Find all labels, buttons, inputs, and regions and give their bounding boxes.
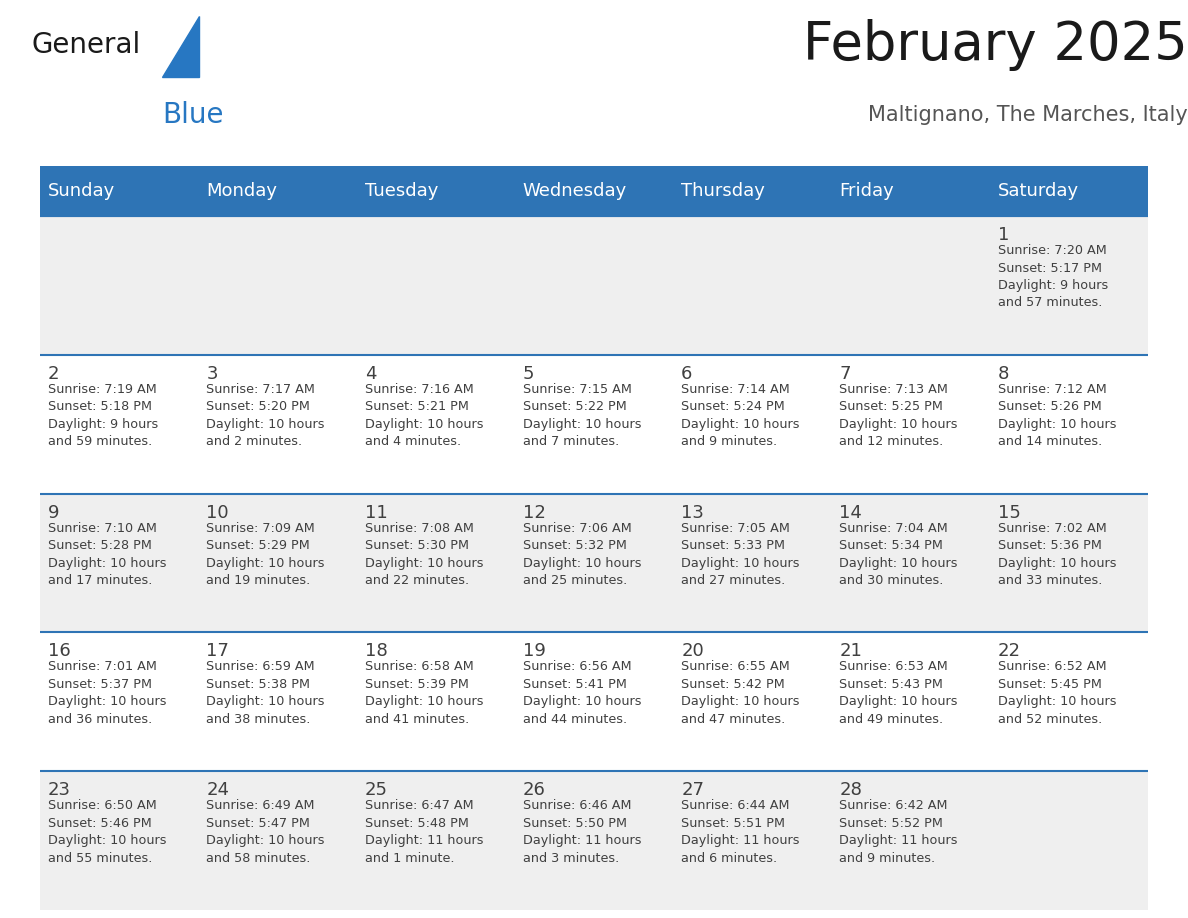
Text: Wednesday: Wednesday	[523, 182, 627, 200]
Text: 24: 24	[207, 781, 229, 800]
Bar	[40, 216, 1148, 354]
Text: 17: 17	[207, 643, 229, 660]
Text: Sunrise: 6:58 AM
Sunset: 5:39 PM
Daylight: 10 hours
and 41 minutes.: Sunrise: 6:58 AM Sunset: 5:39 PM Dayligh…	[365, 660, 484, 726]
Bar	[40, 166, 1148, 216]
Text: Sunrise: 6:47 AM
Sunset: 5:48 PM
Daylight: 11 hours
and 1 minute.: Sunrise: 6:47 AM Sunset: 5:48 PM Dayligh…	[365, 800, 484, 865]
Text: 27: 27	[681, 781, 704, 800]
Text: 4: 4	[365, 364, 377, 383]
Text: Sunrise: 6:52 AM
Sunset: 5:45 PM
Daylight: 10 hours
and 52 minutes.: Sunrise: 6:52 AM Sunset: 5:45 PM Dayligh…	[998, 660, 1117, 726]
Text: Sunrise: 7:20 AM
Sunset: 5:17 PM
Daylight: 9 hours
and 57 minutes.: Sunrise: 7:20 AM Sunset: 5:17 PM Dayligh…	[998, 244, 1108, 309]
Text: 2: 2	[48, 364, 59, 383]
Bar	[40, 633, 1148, 771]
Text: 18: 18	[365, 643, 387, 660]
Text: February 2025: February 2025	[803, 18, 1188, 71]
Text: Sunrise: 7:13 AM
Sunset: 5:25 PM
Daylight: 10 hours
and 12 minutes.: Sunrise: 7:13 AM Sunset: 5:25 PM Dayligh…	[840, 383, 958, 448]
Text: Sunrise: 6:49 AM
Sunset: 5:47 PM
Daylight: 10 hours
and 58 minutes.: Sunrise: 6:49 AM Sunset: 5:47 PM Dayligh…	[207, 800, 324, 865]
Text: 11: 11	[365, 504, 387, 521]
Text: Sunrise: 7:02 AM
Sunset: 5:36 PM
Daylight: 10 hours
and 33 minutes.: Sunrise: 7:02 AM Sunset: 5:36 PM Dayligh…	[998, 521, 1117, 588]
Polygon shape	[162, 16, 198, 77]
Text: 10: 10	[207, 504, 229, 521]
Bar	[40, 354, 1148, 494]
Text: Sunday: Sunday	[48, 182, 115, 200]
Text: 19: 19	[523, 643, 545, 660]
Text: Blue: Blue	[162, 101, 223, 129]
Text: 7: 7	[840, 364, 851, 383]
Text: Tuesday: Tuesday	[365, 182, 438, 200]
Bar	[40, 494, 1148, 633]
Text: Maltignano, The Marches, Italy: Maltignano, The Marches, Italy	[868, 106, 1188, 125]
Text: 28: 28	[840, 781, 862, 800]
Text: Sunrise: 7:16 AM
Sunset: 5:21 PM
Daylight: 10 hours
and 4 minutes.: Sunrise: 7:16 AM Sunset: 5:21 PM Dayligh…	[365, 383, 484, 448]
Text: 3: 3	[207, 364, 217, 383]
Text: 1: 1	[998, 226, 1009, 244]
Text: Sunrise: 7:01 AM
Sunset: 5:37 PM
Daylight: 10 hours
and 36 minutes.: Sunrise: 7:01 AM Sunset: 5:37 PM Dayligh…	[48, 660, 166, 726]
Text: Sunrise: 6:42 AM
Sunset: 5:52 PM
Daylight: 11 hours
and 9 minutes.: Sunrise: 6:42 AM Sunset: 5:52 PM Dayligh…	[840, 800, 958, 865]
Text: Sunrise: 6:56 AM
Sunset: 5:41 PM
Daylight: 10 hours
and 44 minutes.: Sunrise: 6:56 AM Sunset: 5:41 PM Dayligh…	[523, 660, 642, 726]
Text: Sunrise: 7:14 AM
Sunset: 5:24 PM
Daylight: 10 hours
and 9 minutes.: Sunrise: 7:14 AM Sunset: 5:24 PM Dayligh…	[681, 383, 800, 448]
Text: Sunrise: 7:04 AM
Sunset: 5:34 PM
Daylight: 10 hours
and 30 minutes.: Sunrise: 7:04 AM Sunset: 5:34 PM Dayligh…	[840, 521, 958, 588]
Text: 22: 22	[998, 643, 1020, 660]
Text: Sunrise: 6:55 AM
Sunset: 5:42 PM
Daylight: 10 hours
and 47 minutes.: Sunrise: 6:55 AM Sunset: 5:42 PM Dayligh…	[681, 660, 800, 726]
Text: Sunrise: 6:46 AM
Sunset: 5:50 PM
Daylight: 11 hours
and 3 minutes.: Sunrise: 6:46 AM Sunset: 5:50 PM Dayligh…	[523, 800, 642, 865]
Text: 20: 20	[681, 643, 704, 660]
Text: 14: 14	[840, 504, 862, 521]
Text: Sunrise: 6:53 AM
Sunset: 5:43 PM
Daylight: 10 hours
and 49 minutes.: Sunrise: 6:53 AM Sunset: 5:43 PM Dayligh…	[840, 660, 958, 726]
Text: 23: 23	[48, 781, 71, 800]
Text: Sunrise: 7:17 AM
Sunset: 5:20 PM
Daylight: 10 hours
and 2 minutes.: Sunrise: 7:17 AM Sunset: 5:20 PM Dayligh…	[207, 383, 324, 448]
Bar	[40, 771, 1148, 910]
Text: 26: 26	[523, 781, 545, 800]
Text: Sunrise: 6:59 AM
Sunset: 5:38 PM
Daylight: 10 hours
and 38 minutes.: Sunrise: 6:59 AM Sunset: 5:38 PM Dayligh…	[207, 660, 324, 726]
Text: Sunrise: 7:06 AM
Sunset: 5:32 PM
Daylight: 10 hours
and 25 minutes.: Sunrise: 7:06 AM Sunset: 5:32 PM Dayligh…	[523, 521, 642, 588]
Text: Sunrise: 7:10 AM
Sunset: 5:28 PM
Daylight: 10 hours
and 17 minutes.: Sunrise: 7:10 AM Sunset: 5:28 PM Dayligh…	[48, 521, 166, 588]
Text: Sunrise: 6:44 AM
Sunset: 5:51 PM
Daylight: 11 hours
and 6 minutes.: Sunrise: 6:44 AM Sunset: 5:51 PM Dayligh…	[681, 800, 800, 865]
Text: 16: 16	[48, 643, 71, 660]
Text: Sunrise: 7:15 AM
Sunset: 5:22 PM
Daylight: 10 hours
and 7 minutes.: Sunrise: 7:15 AM Sunset: 5:22 PM Dayligh…	[523, 383, 642, 448]
Text: 15: 15	[998, 504, 1020, 521]
Text: Sunrise: 7:05 AM
Sunset: 5:33 PM
Daylight: 10 hours
and 27 minutes.: Sunrise: 7:05 AM Sunset: 5:33 PM Dayligh…	[681, 521, 800, 588]
Text: 21: 21	[840, 643, 862, 660]
Text: Sunrise: 7:19 AM
Sunset: 5:18 PM
Daylight: 9 hours
and 59 minutes.: Sunrise: 7:19 AM Sunset: 5:18 PM Dayligh…	[48, 383, 158, 448]
Text: Sunrise: 7:09 AM
Sunset: 5:29 PM
Daylight: 10 hours
and 19 minutes.: Sunrise: 7:09 AM Sunset: 5:29 PM Dayligh…	[207, 521, 324, 588]
Text: Saturday: Saturday	[998, 182, 1079, 200]
Text: Sunrise: 7:12 AM
Sunset: 5:26 PM
Daylight: 10 hours
and 14 minutes.: Sunrise: 7:12 AM Sunset: 5:26 PM Dayligh…	[998, 383, 1117, 448]
Text: 13: 13	[681, 504, 704, 521]
Text: General: General	[31, 31, 140, 59]
Text: 8: 8	[998, 364, 1009, 383]
Text: Thursday: Thursday	[681, 182, 765, 200]
Text: 5: 5	[523, 364, 535, 383]
Text: Monday: Monday	[207, 182, 277, 200]
Text: Friday: Friday	[840, 182, 895, 200]
Text: 6: 6	[681, 364, 693, 383]
Text: Sunrise: 7:08 AM
Sunset: 5:30 PM
Daylight: 10 hours
and 22 minutes.: Sunrise: 7:08 AM Sunset: 5:30 PM Dayligh…	[365, 521, 484, 588]
Text: 9: 9	[48, 504, 59, 521]
Text: Sunrise: 6:50 AM
Sunset: 5:46 PM
Daylight: 10 hours
and 55 minutes.: Sunrise: 6:50 AM Sunset: 5:46 PM Dayligh…	[48, 800, 166, 865]
Text: 12: 12	[523, 504, 545, 521]
Text: 25: 25	[365, 781, 387, 800]
